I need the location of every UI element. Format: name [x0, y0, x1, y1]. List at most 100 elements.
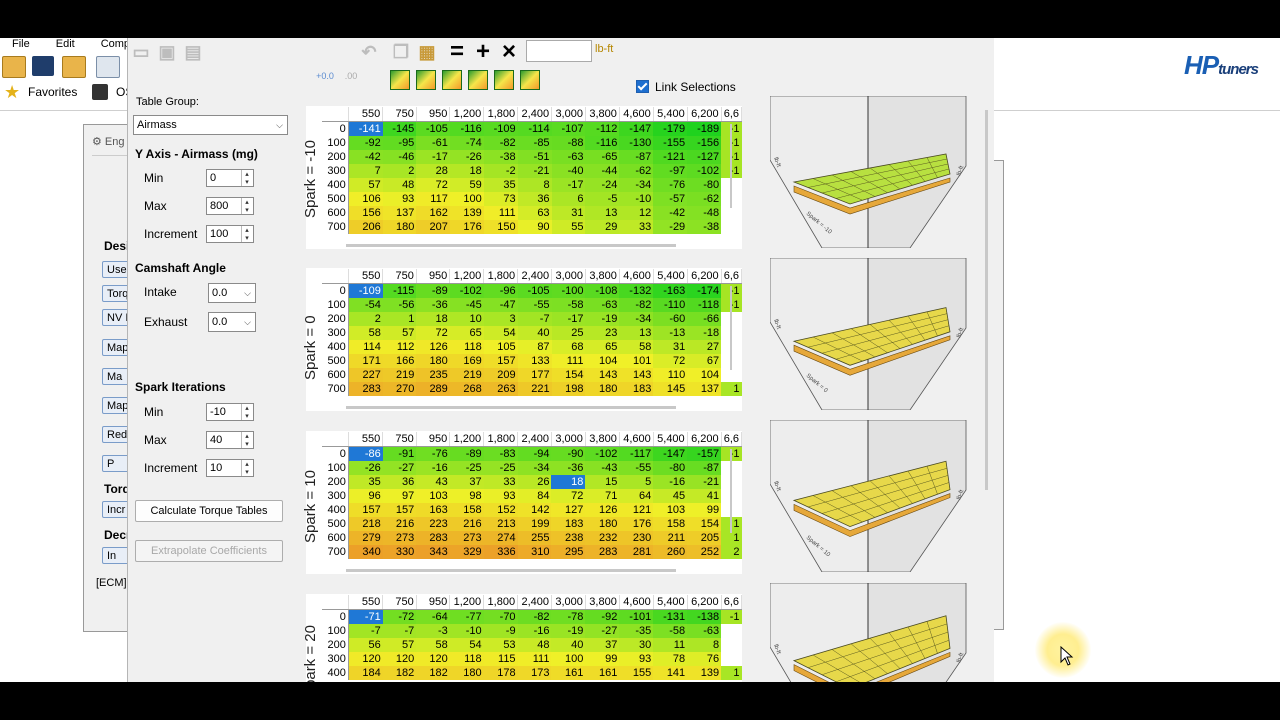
y-min-stepper[interactable]: 0 [206, 169, 254, 187]
increase-decimal-icon[interactable]: +0.0 [316, 71, 334, 81]
table-cell[interactable]: -156 [687, 136, 722, 150]
side-button-p[interactable]: P [102, 455, 130, 472]
table-cell[interactable]: -189 [687, 121, 722, 136]
table-cell[interactable]: 40 [551, 638, 586, 652]
vertical-scrollbar[interactable] [730, 286, 732, 370]
table-cell[interactable]: 161 [585, 666, 620, 680]
column-header[interactable]: 2,400 [517, 107, 553, 122]
table-cell[interactable]: -147 [653, 446, 688, 461]
table-cell[interactable]: -97 [653, 164, 688, 178]
row-header[interactable]: 300 [322, 489, 349, 503]
table-cell[interactable]: 65 [585, 340, 620, 354]
column-header[interactable]: 1,200 [449, 595, 485, 610]
table-cell[interactable]: -35 [619, 624, 654, 638]
table-cell[interactable]: 117 [416, 192, 450, 206]
table-cell[interactable]: 110 [653, 368, 688, 382]
table-cell[interactable]: 211 [653, 531, 688, 545]
column-header[interactable]: 6,200 [687, 269, 722, 284]
table-cell[interactable]: 120 [348, 652, 383, 666]
data-grid[interactable]: 550 750 950 1,200 1,800 2,400 3,000 3,800 4,600 5… [322, 269, 743, 396]
column-header[interactable]: 550 [348, 269, 384, 284]
table-cell[interactable]: -48 [687, 206, 722, 220]
table-cell[interactable]: 36 [382, 475, 417, 489]
table-cell[interactable]: -71 [348, 609, 383, 624]
table-cell[interactable]: -82 [517, 609, 552, 624]
table-cell[interactable]: -132 [619, 283, 654, 298]
table-cell[interactable]: 227 [348, 368, 383, 382]
table-cell[interactable]: 8 [517, 178, 552, 192]
table-cell[interactable]: -27 [382, 461, 417, 475]
table-cell[interactable]: 163 [416, 503, 450, 517]
table-cell[interactable]: -18 [687, 326, 722, 340]
table-cell[interactable]: -62 [619, 164, 654, 178]
table-cell[interactable]: -34 [619, 178, 654, 192]
table-cell[interactable]: 213 [483, 517, 518, 531]
table-cell[interactable]: 161 [551, 666, 586, 680]
table-cell[interactable]: -45 [449, 298, 484, 312]
table-cell[interactable]: 137 [687, 382, 722, 396]
table-cell[interactable]: 221 [517, 382, 552, 396]
table-cell[interactable]: -117 [619, 446, 654, 461]
table-cell[interactable] [721, 624, 742, 638]
table-cell[interactable]: -63 [551, 150, 586, 164]
table-cell[interactable]: 279 [348, 531, 383, 545]
table-cell[interactable]: 120 [416, 652, 450, 666]
plus-icon[interactable]: + [475, 38, 490, 65]
column-header[interactable]: 5,400 [653, 432, 688, 447]
table-cell[interactable]: -131 [653, 609, 688, 624]
table-cell[interactable]: -138 [687, 609, 722, 624]
table-cell[interactable]: 35 [348, 475, 383, 489]
table-cell[interactable]: -64 [416, 609, 450, 624]
table-cell[interactable]: 41 [687, 489, 722, 503]
table-cell[interactable]: 31 [551, 206, 586, 220]
row-header[interactable]: 100 [322, 298, 349, 312]
table-cell[interactable]: -7 [348, 624, 383, 638]
table-cell[interactable]: -57 [653, 192, 688, 206]
table-cell[interactable]: -102 [687, 164, 722, 178]
side-button-ma[interactable]: Ma [102, 368, 130, 385]
table-cell[interactable]: 145 [653, 382, 688, 396]
table-cell[interactable]: 40 [517, 326, 552, 340]
table-cell[interactable]: 67 [687, 354, 722, 368]
table-cell[interactable]: -63 [585, 298, 620, 312]
table-cell[interactable]: 11 [653, 638, 688, 652]
table-cell[interactable]: 139 [687, 666, 722, 680]
spark-increment-stepper[interactable]: 10 [206, 459, 254, 477]
table-cell[interactable]: 1 [721, 382, 742, 396]
column-header[interactable]: 2,400 [517, 432, 552, 447]
table-cell[interactable]: 57 [382, 638, 417, 652]
table-cell[interactable]: 2 [348, 312, 383, 326]
column-header[interactable]: 550 [348, 595, 384, 610]
table-cell[interactable] [721, 652, 742, 666]
table-cell[interactable]: -179 [653, 121, 688, 136]
row-header[interactable]: 0 [322, 609, 349, 624]
table-cell[interactable]: 58 [619, 340, 654, 354]
side-button-map-2[interactable]: Map [102, 397, 130, 414]
table-cell[interactable]: 283 [416, 531, 450, 545]
table-cell[interactable]: -16 [653, 475, 688, 489]
color-grid-icon[interactable] [468, 70, 488, 90]
table-cell[interactable]: 206 [348, 220, 383, 234]
table-cell[interactable]: 176 [449, 220, 484, 234]
table-cell[interactable]: 219 [449, 368, 484, 382]
y-max-stepper[interactable]: 800 [206, 197, 254, 215]
times-icon[interactable]: × [501, 38, 516, 65]
row-header[interactable]: 200 [322, 312, 349, 326]
column-header[interactable]: 950 [416, 269, 451, 284]
table-cell[interactable]: -42 [653, 206, 688, 220]
table-cell[interactable]: 126 [585, 503, 620, 517]
table-cell[interactable]: -13 [653, 326, 688, 340]
table-cell[interactable]: -130 [619, 136, 654, 150]
table-cell[interactable]: -102 [449, 283, 484, 298]
color-select-icon[interactable] [520, 70, 540, 90]
table-cell[interactable]: 104 [585, 354, 620, 368]
table-cell[interactable]: 5 [619, 475, 654, 489]
table-cell[interactable]: 15 [585, 475, 620, 489]
table-cell[interactable]: 118 [449, 340, 484, 354]
table-cell[interactable]: 58 [416, 638, 450, 652]
table-cell[interactable]: 232 [585, 531, 620, 545]
table-cell[interactable]: 28 [416, 164, 450, 178]
table-cell[interactable]: 141 [653, 666, 688, 680]
table-cell[interactable]: 63 [517, 206, 552, 220]
